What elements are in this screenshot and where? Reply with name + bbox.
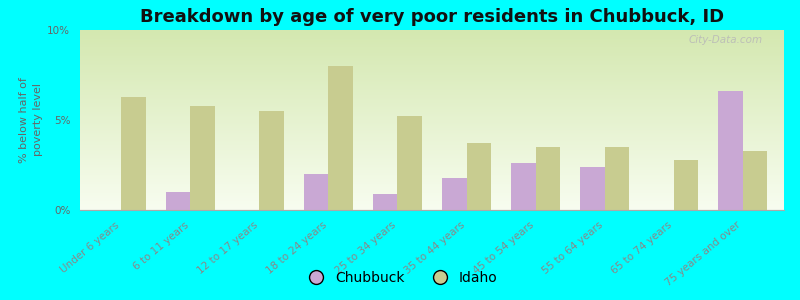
Bar	[535, 147, 560, 210]
Bar	[122, 97, 146, 210]
Bar	[580, 167, 605, 210]
Bar	[442, 178, 466, 210]
Bar	[718, 91, 742, 210]
Bar	[605, 147, 629, 210]
Text: City-Data.com: City-Data.com	[689, 35, 763, 45]
Y-axis label: % below half of
poverty level: % below half of poverty level	[19, 77, 43, 163]
Bar	[190, 106, 214, 210]
Bar	[398, 116, 422, 210]
Bar	[674, 160, 698, 210]
Bar	[166, 192, 190, 210]
Bar	[304, 174, 329, 210]
Bar	[466, 143, 490, 210]
Bar	[329, 66, 353, 210]
Bar	[259, 111, 284, 210]
Bar	[742, 151, 766, 210]
Legend: Chubbuck, Idaho: Chubbuck, Idaho	[297, 265, 503, 290]
Title: Breakdown by age of very poor residents in Chubbuck, ID: Breakdown by age of very poor residents …	[140, 8, 724, 26]
Bar	[374, 194, 398, 210]
Bar	[511, 163, 535, 210]
